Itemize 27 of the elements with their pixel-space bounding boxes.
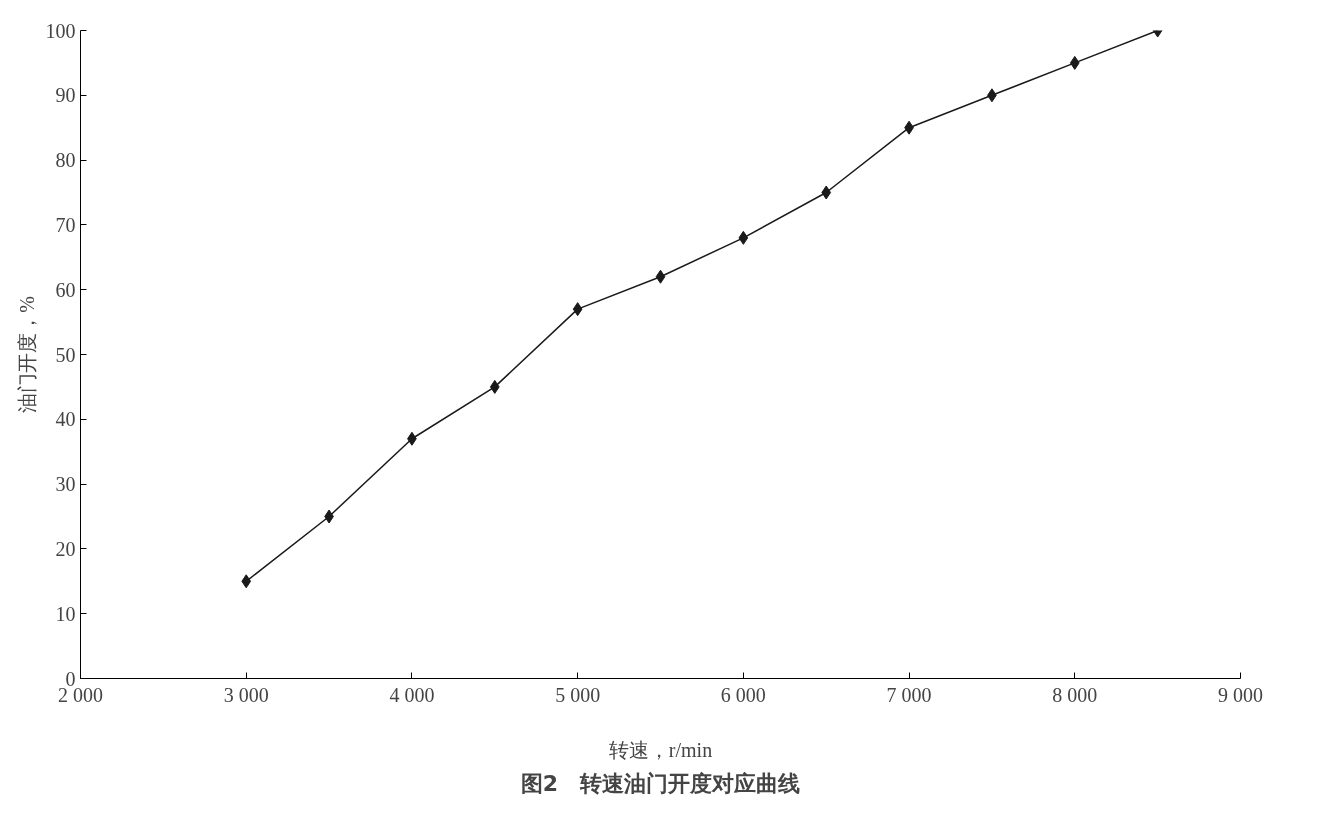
y-tick-label: 100	[45, 19, 76, 42]
point	[1069, 55, 1080, 70]
x-tick-label: 4 000	[389, 683, 435, 706]
y-tick-label: 70	[55, 213, 76, 236]
y-tick-label: 60	[55, 278, 76, 301]
point	[241, 574, 252, 589]
x-tick-label: 9 000	[1218, 683, 1263, 706]
point	[572, 302, 583, 317]
y-tick-label: 90	[55, 84, 76, 107]
y-tick-label: 10	[55, 602, 76, 625]
y-tick-label: 40	[55, 408, 76, 431]
y-axis-title: 油门开度，%	[15, 296, 38, 413]
y-tick-label: 80	[55, 149, 76, 172]
x-axis-title: 转速，r/min	[608, 738, 713, 761]
y-tick-label: 30	[55, 473, 76, 496]
x-tick-label: 6 000	[720, 683, 766, 706]
x-tick-label: 5 000	[555, 683, 601, 706]
x-tick-label: 7 000	[886, 683, 932, 706]
y-tick-label: 20	[55, 537, 76, 560]
point	[489, 379, 500, 394]
point	[738, 230, 749, 245]
point	[821, 185, 832, 200]
x-tick-label: 8 000	[1052, 683, 1098, 706]
point	[655, 269, 666, 284]
text: 图2 转速油门开度对应曲线	[520, 770, 801, 796]
x-tick-label: 3 000	[223, 683, 269, 706]
y-tick-label: 50	[55, 343, 76, 366]
